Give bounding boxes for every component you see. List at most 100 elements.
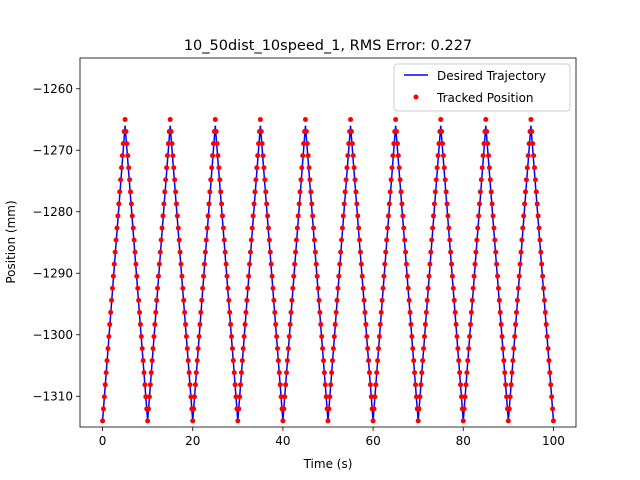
tracked-position-point (291, 273, 297, 279)
tracked-position-point (421, 333, 427, 339)
tracked-position-point (233, 394, 239, 400)
tracked-position-point (341, 201, 347, 207)
tracked-position-point (212, 117, 218, 122)
tracked-position-point (100, 418, 106, 424)
legend: Desired Trajectory Tracked Position (393, 63, 571, 112)
tracked-position-point (214, 141, 220, 147)
tracked-position-point (192, 394, 198, 400)
tracked-position-point (334, 297, 340, 303)
tracked-position-point (361, 297, 367, 303)
tracked-position-point (151, 333, 157, 339)
tracked-position-point (133, 261, 139, 267)
tracked-position-point (472, 261, 478, 267)
tracked-position-point (480, 153, 486, 159)
tracked-position-point (264, 201, 270, 207)
tracked-position-point (118, 165, 124, 171)
tracked-position-point (377, 321, 383, 327)
tracked-position-point (388, 177, 394, 183)
tracked-position-point (156, 261, 162, 267)
tracked-position-point (405, 285, 411, 291)
tracked-position-point (112, 249, 118, 255)
tracked-position-point (256, 141, 262, 147)
tracked-position-point (544, 333, 550, 339)
tracked-position-point (114, 225, 120, 231)
tracked-position-point (207, 189, 213, 195)
tracked-position-point (289, 297, 295, 303)
tracked-position-point (238, 382, 244, 388)
tracked-position-point (247, 261, 253, 267)
tracked-position-point (191, 406, 197, 412)
tracked-position-point (195, 346, 201, 352)
tracked-position-point (432, 189, 438, 195)
tracked-position-point (330, 358, 336, 364)
tracked-position-point (393, 117, 399, 122)
tracked-position-point (359, 273, 365, 279)
tracked-position-point (283, 382, 289, 388)
tracked-position-point (454, 333, 460, 339)
tracked-position-point (498, 321, 504, 327)
tracked-position-point (173, 201, 179, 207)
tracked-position-point (342, 189, 348, 195)
tracked-position-point (163, 177, 169, 183)
tracked-position-point (466, 346, 472, 352)
tracked-position-point (205, 213, 211, 219)
tracked-position-point (168, 129, 174, 135)
tracked-position-point (198, 309, 204, 315)
tracked-position-point (300, 153, 306, 159)
tracked-position-point (247, 249, 253, 255)
tracked-position-point (200, 285, 206, 291)
tracked-position-point (453, 321, 459, 327)
tracked-position-point (196, 333, 202, 339)
x-tick-label: 60 (365, 434, 380, 448)
tracked-position-point (117, 189, 123, 195)
tracked-position-point (431, 201, 437, 207)
tracked-position-point (537, 237, 543, 243)
tracked-position-point (202, 249, 208, 255)
tracked-position-point (226, 297, 232, 303)
tracked-position-point (305, 153, 311, 159)
tracked-position-point (147, 382, 153, 388)
tracked-position-point (346, 141, 352, 147)
tracked-position-point (435, 153, 441, 159)
tracked-position-point (456, 358, 462, 364)
tracked-position-point (513, 309, 519, 315)
y-tick-label: −1270 (32, 143, 73, 157)
tracked-position-point (419, 370, 425, 376)
tracked-position-point (550, 406, 556, 412)
tracked-position-point (344, 165, 350, 171)
tracked-position-point (429, 237, 435, 243)
tracked-position-point (244, 297, 250, 303)
tracked-position-point (471, 273, 477, 279)
tracked-position-point (311, 225, 317, 231)
tracked-position-point (278, 394, 284, 400)
tracked-position-point (531, 153, 537, 159)
tracked-position-point (368, 394, 374, 400)
tracked-position-point (357, 249, 363, 255)
tracked-position-point (382, 261, 388, 267)
tracked-position-point (219, 213, 225, 219)
tracked-position-point (423, 309, 429, 315)
tracked-position-point (311, 237, 317, 243)
tracked-position-point (251, 201, 257, 207)
tracked-position-point (136, 297, 142, 303)
tracked-position-point (123, 129, 129, 135)
tracked-position-point (178, 261, 184, 267)
tracked-position-point (161, 201, 167, 207)
tracked-position-point (461, 406, 467, 412)
tracked-position-point (143, 394, 149, 400)
tracked-position-point (469, 297, 475, 303)
tracked-position-point (532, 177, 538, 183)
tracked-position-point (250, 213, 256, 219)
tracked-position-point (160, 213, 166, 219)
tracked-position-point (120, 141, 126, 147)
tracked-position-point (140, 358, 146, 364)
tracked-position-point (549, 394, 555, 400)
tracked-position-point (360, 285, 366, 291)
tracked-position-point (371, 406, 377, 412)
tracked-position-point (186, 370, 192, 376)
tracked-position-point (220, 225, 226, 231)
tracked-position-point (362, 309, 368, 315)
tracked-position-point (128, 189, 133, 195)
tracked-position-point (201, 261, 207, 267)
